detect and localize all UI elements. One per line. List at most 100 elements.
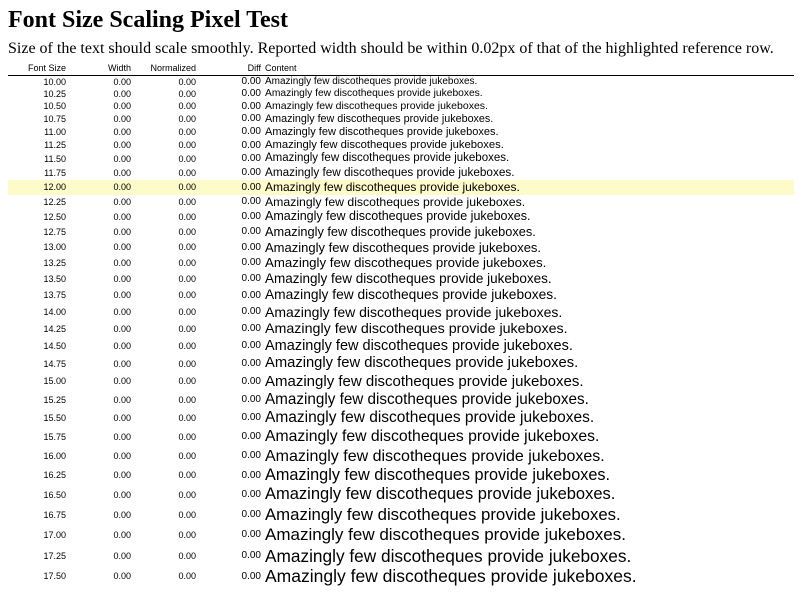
width-cell: 0.00 bbox=[68, 180, 133, 195]
diff-cell: 0.00 bbox=[241, 412, 261, 424]
font-size-cell: 12.50 bbox=[43, 211, 66, 222]
column-header: Width bbox=[68, 62, 133, 76]
normalized-cell: 0.00 bbox=[178, 76, 196, 87]
normalized-cell: 0.00 bbox=[178, 341, 196, 352]
column-header: Content bbox=[263, 62, 794, 76]
content-cell: Amazingly few discotheques provide jukeb… bbox=[265, 76, 478, 87]
table-row: 11.50 0.00 0.00 0.00 Amazingly few discotheq… bbox=[8, 152, 794, 166]
font-size-cell: 12.75 bbox=[43, 226, 66, 237]
normalized-cell: 0.00 bbox=[178, 413, 196, 424]
diff-cell: 0.00 bbox=[241, 529, 261, 541]
font-size-cell: 10.00 bbox=[43, 76, 66, 87]
font-size-cell: 16.00 bbox=[43, 450, 66, 461]
diff-cell: 0.00 bbox=[241, 289, 261, 301]
content-cell: Amazingly few discotheques provide jukeb… bbox=[265, 166, 515, 180]
diff-cell: 0.00 bbox=[241, 570, 261, 582]
normalized-cell: 0.00 bbox=[178, 196, 196, 207]
table-row: 16.00 0.00 0.00 0.00 Amazingly few discotheq… bbox=[8, 447, 794, 466]
normalized-cell: 0.00 bbox=[178, 211, 196, 222]
table-row: 15.75 0.00 0.00 0.00 Amazingly few discotheq… bbox=[8, 428, 794, 447]
font-size-cell: 14.75 bbox=[43, 358, 66, 369]
table-row: 14.00 0.00 0.00 0.00 Amazingly few discotheq… bbox=[8, 304, 794, 321]
normalized-cell: 0.00 bbox=[178, 489, 196, 500]
content-cell: Amazingly few discotheques provide jukeb… bbox=[265, 209, 531, 224]
font-size-cell: 11.75 bbox=[44, 167, 66, 178]
diff-cell: 0.00 bbox=[241, 273, 261, 285]
width-cell: 0.00 bbox=[113, 211, 131, 222]
normalized-cell: 0.00 bbox=[178, 323, 196, 334]
diff-cell: 0.00 bbox=[241, 469, 261, 481]
diff-cell: 0.00 bbox=[241, 167, 261, 179]
normalized-cell: 0.00 bbox=[178, 242, 196, 253]
width-cell: 0.00 bbox=[113, 153, 131, 164]
diff-cell: 0.00 bbox=[198, 180, 263, 195]
normalized-cell: 0.00 bbox=[178, 358, 196, 369]
font-size-cell: 16.25 bbox=[43, 470, 66, 481]
content-cell: Amazingly few discotheques provide jukeb… bbox=[265, 194, 526, 209]
normalized-cell: 0.00 bbox=[178, 376, 196, 387]
table-row: 16.75 0.00 0.00 0.00 Amazingly few discotheq… bbox=[8, 505, 794, 525]
font-size-cell: 16.50 bbox=[43, 489, 66, 500]
diff-cell: 0.00 bbox=[241, 76, 261, 87]
font-size-cell: 10.50 bbox=[43, 101, 66, 112]
table-row: 17.00 0.00 0.00 0.00 Amazingly few discotheq… bbox=[8, 525, 794, 545]
normalized-cell: 0.00 bbox=[178, 88, 196, 99]
width-cell: 0.00 bbox=[113, 358, 131, 369]
diff-cell: 0.00 bbox=[241, 196, 261, 208]
font-size-cell: 13.75 bbox=[43, 290, 66, 301]
table-row: 10.75 0.00 0.00 0.00 Amazingly few discotheq… bbox=[8, 113, 794, 126]
content-cell: Amazingly few discotheques provide jukeb… bbox=[265, 447, 605, 465]
table-row: 11.00 0.00 0.00 0.00 Amazingly few discotheq… bbox=[8, 126, 794, 139]
content-cell: Amazingly few discotheques provide jukeb… bbox=[265, 287, 557, 303]
diff-cell: 0.00 bbox=[241, 358, 261, 370]
font-size-cell: 15.75 bbox=[43, 431, 66, 442]
content-cell: Amazingly few discotheques provide jukeb… bbox=[265, 125, 499, 138]
font-size-cell: 16.75 bbox=[43, 509, 66, 520]
width-cell: 0.00 bbox=[113, 226, 131, 237]
diff-cell: 0.00 bbox=[241, 323, 261, 335]
width-cell: 0.00 bbox=[113, 88, 131, 99]
normalized-cell: 0.00 bbox=[178, 394, 196, 405]
normalized-cell: 0.00 bbox=[178, 450, 196, 461]
table-row: 10.25 0.00 0.00 0.00 Amazingly few discotheq… bbox=[8, 88, 794, 100]
font-size-cell: 15.00 bbox=[43, 376, 66, 387]
content-cell: Amazingly few discotheques provide jukeb… bbox=[265, 112, 494, 125]
normalized-cell: 0.00 bbox=[178, 167, 196, 178]
normalized-cell: 0.00 bbox=[178, 140, 196, 151]
content-cell: Amazingly few discotheques provide jukeb… bbox=[265, 505, 621, 525]
normalized-cell: 0.00 bbox=[178, 530, 196, 541]
font-size-cell: 10.75 bbox=[43, 113, 66, 124]
font-size-cell: 17.50 bbox=[43, 571, 66, 582]
content-cell: Amazingly few discotheques provide jukeb… bbox=[265, 224, 536, 240]
font-size-cell: 11.50 bbox=[44, 153, 66, 164]
diff-cell: 0.00 bbox=[241, 100, 261, 112]
subtitle: Size of the text should scale smoothly. … bbox=[8, 40, 774, 57]
content-cell: Amazingly few discotheques provide jukeb… bbox=[265, 485, 616, 504]
diff-cell: 0.00 bbox=[241, 257, 261, 269]
content-cell: Amazingly few discotheques provide jukeb… bbox=[265, 372, 584, 390]
width-cell: 0.00 bbox=[113, 257, 131, 268]
diff-cell: 0.00 bbox=[241, 450, 261, 462]
table-row: 12.00 0.00 0.00 0.00 Amazingly few discotheq… bbox=[8, 180, 794, 195]
width-cell: 0.00 bbox=[113, 323, 131, 334]
content-cell: Amazingly few discotheques provide jukeb… bbox=[265, 465, 611, 484]
font-size-cell: 14.25 bbox=[43, 323, 66, 334]
content-cell: Amazingly few discotheques provide jukeb… bbox=[265, 355, 579, 372]
diff-cell: 0.00 bbox=[241, 153, 261, 165]
normalized-cell: 0.00 bbox=[178, 153, 196, 164]
normalized-cell: 0.00 bbox=[178, 226, 196, 237]
width-cell: 0.00 bbox=[113, 431, 131, 442]
font-size-cell: 13.00 bbox=[43, 242, 66, 253]
font-size-cell: 10.25 bbox=[43, 88, 66, 99]
table-row: 11.25 0.00 0.00 0.00 Amazingly few discotheq… bbox=[8, 139, 794, 153]
content-cell: Amazingly few discotheques provide jukeb… bbox=[265, 525, 626, 545]
table-row: 14.25 0.00 0.00 0.00 Amazingly few discotheq… bbox=[8, 321, 794, 338]
width-cell: 0.00 bbox=[113, 306, 131, 317]
table-row: 17.50 0.00 0.00 0.00 Amazingly few discotheq… bbox=[8, 566, 794, 587]
font-size-cell: 15.50 bbox=[43, 413, 66, 424]
table-row: 14.75 0.00 0.00 0.00 Amazingly few discotheq… bbox=[8, 355, 794, 373]
table-body: 10.00 0.00 0.00 0.00 Amazingly few discotheq… bbox=[8, 76, 794, 588]
table-row: 15.50 0.00 0.00 0.00 Amazingly few discotheq… bbox=[8, 409, 794, 428]
column-header: Font Size bbox=[8, 62, 68, 76]
